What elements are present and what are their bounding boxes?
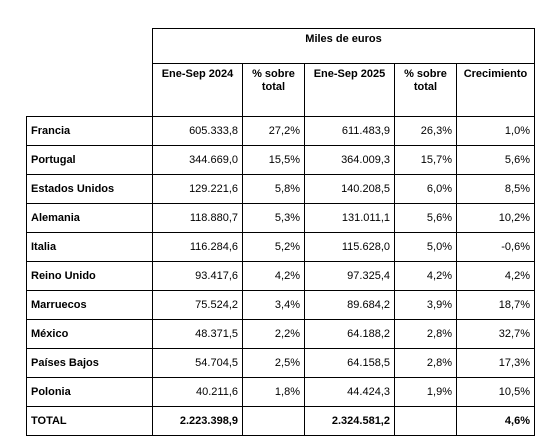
- share-2024-cell: 2,2%: [242, 319, 305, 349]
- value-2025-cell: 44.424,3: [304, 377, 395, 407]
- share-2025-cell: 2,8%: [394, 348, 457, 378]
- growth-cell: -0,6%: [456, 232, 535, 262]
- value-2024-cell: 116.284,6: [152, 232, 243, 262]
- value-2024-cell: 129.221,6: [152, 174, 243, 204]
- total-share-2024-cell: [242, 406, 305, 436]
- total-label: TOTAL: [26, 406, 153, 436]
- value-2025-cell: 97.325,4: [304, 261, 395, 291]
- value-2025-cell: 115.628,0: [304, 232, 395, 262]
- share-2025-cell: 2,8%: [394, 319, 457, 349]
- value-2025-cell: 131.011,1: [304, 203, 395, 233]
- share-2024-cell: 15,5%: [242, 145, 305, 175]
- table-row: Estados Unidos 129.221,6 5,8% 140.208,5 …: [26, 174, 535, 204]
- share-2024-cell: 3,4%: [242, 290, 305, 320]
- table-row: Portugal 344.669,0 15,5% 364.009,3 15,7%…: [26, 145, 535, 175]
- table-row: Marruecos 75.524,2 3,4% 89.684,2 3,9% 18…: [26, 290, 535, 320]
- value-2025-cell: 89.684,2: [304, 290, 395, 320]
- share-2024-cell: 5,2%: [242, 232, 305, 262]
- header-empty-cell: [27, 64, 153, 117]
- share-2025-cell: 6,0%: [394, 174, 457, 204]
- value-2024-cell: 48.371,5: [152, 319, 243, 349]
- total-2024-cell: 2.223.398,9: [152, 406, 243, 436]
- share-2024-cell: 2,5%: [242, 348, 305, 378]
- growth-cell: 8,5%: [456, 174, 535, 204]
- growth-cell: 1,0%: [456, 116, 535, 146]
- country-cell: Estados Unidos: [26, 174, 153, 204]
- country-cell: Países Bajos: [26, 348, 153, 378]
- total-row: TOTAL 2.223.398,9 2.324.581,2 4,6%: [26, 406, 535, 436]
- column-header-share-2024: % sobre total: [242, 63, 305, 117]
- value-2024-cell: 93.417,6: [152, 261, 243, 291]
- table-row: Polonia 40.211,6 1,8% 44.424,3 1,9% 10,5…: [26, 377, 535, 407]
- share-2025-cell: 3,9%: [394, 290, 457, 320]
- column-header-2025: Ene-Sep 2025: [304, 63, 395, 117]
- growth-cell: 10,5%: [456, 377, 535, 407]
- share-2024-cell: 4,2%: [242, 261, 305, 291]
- value-2024-cell: 75.524,2: [152, 290, 243, 320]
- value-2025-cell: 611.483,9: [304, 116, 395, 146]
- table-row: Francia 605.333,8 27,2% 611.483,9 26,3% …: [26, 116, 535, 146]
- value-2025-cell: 64.188,2: [304, 319, 395, 349]
- total-growth-cell: 4,6%: [456, 406, 535, 436]
- table-row: Reino Unido 93.417,6 4,2% 97.325,4 4,2% …: [26, 261, 535, 291]
- value-2024-cell: 344.669,0: [152, 145, 243, 175]
- total-share-2025-cell: [394, 406, 457, 436]
- share-2024-cell: 5,8%: [242, 174, 305, 204]
- table-row: México 48.371,5 2,2% 64.188,2 2,8% 32,7%: [26, 319, 535, 349]
- column-header-2024: Ene-Sep 2024: [152, 63, 243, 117]
- share-2025-cell: 5,6%: [394, 203, 457, 233]
- country-cell: México: [26, 319, 153, 349]
- country-cell: Reino Unido: [26, 261, 153, 291]
- share-2025-cell: 1,9%: [394, 377, 457, 407]
- country-cell: Italia: [26, 232, 153, 262]
- share-2024-cell: 27,2%: [242, 116, 305, 146]
- header-empty-corner: [27, 29, 153, 64]
- exports-table: Miles de euros Ene-Sep 2024 % sobre tota…: [26, 28, 535, 436]
- table-row: Italia 116.284,6 5,2% 115.628,0 5,0% -0,…: [26, 232, 535, 262]
- value-2025-cell: 364.009,3: [304, 145, 395, 175]
- country-cell: Polonia: [26, 377, 153, 407]
- growth-cell: 4,2%: [456, 261, 535, 291]
- value-2025-cell: 140.208,5: [304, 174, 395, 204]
- share-2025-cell: 26,3%: [394, 116, 457, 146]
- table-row: Países Bajos 54.704,5 2,5% 64.158,5 2,8%…: [26, 348, 535, 378]
- header-group-row: Miles de euros: [27, 28, 535, 64]
- value-2024-cell: 54.704,5: [152, 348, 243, 378]
- header-columns-row: Ene-Sep 2024 % sobre total Ene-Sep 2025 …: [27, 63, 535, 117]
- growth-cell: 10,2%: [456, 203, 535, 233]
- value-2024-cell: 40.211,6: [152, 377, 243, 407]
- country-cell: Marruecos: [26, 290, 153, 320]
- column-header-growth: Crecimiento: [456, 63, 535, 117]
- value-2024-cell: 118.880,7: [152, 203, 243, 233]
- column-header-share-2025: % sobre total: [394, 63, 457, 117]
- share-2024-cell: 1,8%: [242, 377, 305, 407]
- growth-cell: 17,3%: [456, 348, 535, 378]
- value-2024-cell: 605.333,8: [152, 116, 243, 146]
- value-2025-cell: 64.158,5: [304, 348, 395, 378]
- growth-cell: 32,7%: [456, 319, 535, 349]
- share-2024-cell: 5,3%: [242, 203, 305, 233]
- growth-cell: 5,6%: [456, 145, 535, 175]
- table-row: Alemania 118.880,7 5,3% 131.011,1 5,6% 1…: [26, 203, 535, 233]
- growth-cell: 18,7%: [456, 290, 535, 320]
- share-2025-cell: 5,0%: [394, 232, 457, 262]
- country-cell: Alemania: [26, 203, 153, 233]
- total-2025-cell: 2.324.581,2: [304, 406, 395, 436]
- country-cell: Portugal: [26, 145, 153, 175]
- header-group-title: Miles de euros: [152, 28, 535, 64]
- share-2025-cell: 15,7%: [394, 145, 457, 175]
- share-2025-cell: 4,2%: [394, 261, 457, 291]
- country-cell: Francia: [26, 116, 153, 146]
